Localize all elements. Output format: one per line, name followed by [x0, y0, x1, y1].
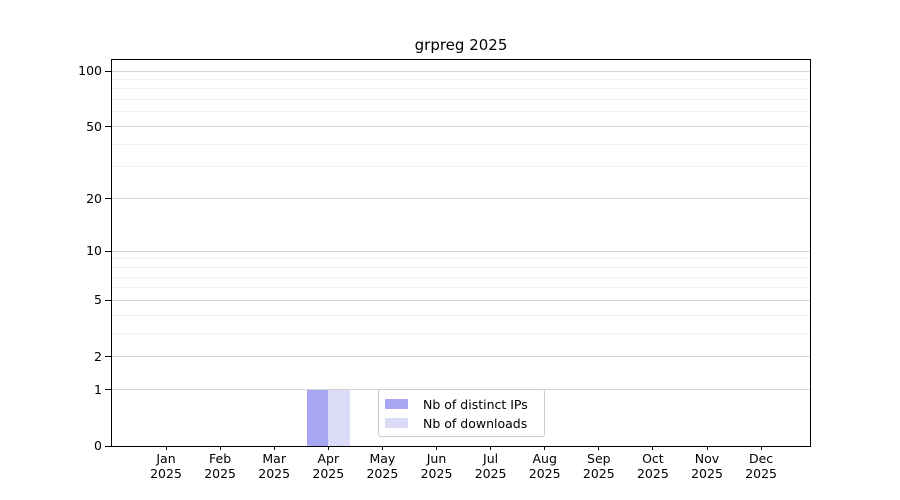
- x-tick-label-jun: Jun 2025: [405, 451, 469, 481]
- y-tick-label-1: 1: [94, 381, 102, 397]
- x-tick-label-sep: Sep 2025: [567, 451, 631, 481]
- gridline-y-70: [112, 99, 810, 101]
- y-tick-mark-2: [105, 356, 112, 358]
- x-tick-label-jan: Jan 2025: [134, 451, 198, 481]
- x-tick-month: Jun: [426, 451, 447, 466]
- x-tick-year: 2025: [582, 466, 615, 481]
- gridline-y-40: [112, 143, 810, 145]
- legend-item-distinct-ips: Nb of distinct IPs: [385, 395, 536, 413]
- x-tick-mark-aug: [544, 446, 546, 450]
- legend: Nb of distinct IPs Nb of downloads: [378, 389, 545, 437]
- x-tick-mark-may: [381, 446, 383, 450]
- x-tick-year: 2025: [474, 466, 507, 481]
- x-tick-year: 2025: [258, 466, 291, 481]
- x-tick-label-apr: Apr 2025: [296, 451, 360, 481]
- x-tick-year: 2025: [691, 466, 723, 481]
- chart-title: grpreg 2025: [414, 36, 508, 54]
- gridline-y-2: [112, 356, 810, 358]
- y-tick-label-2: 2: [94, 348, 102, 364]
- x-tick-year: 2025: [312, 466, 345, 481]
- gridline-y-90: [112, 78, 810, 80]
- gridline-y-5: [112, 299, 810, 301]
- x-tick-mark-oct: [652, 446, 654, 450]
- legend-swatch-downloads: [385, 418, 408, 428]
- x-tick-label-aug: Aug 2025: [513, 451, 577, 481]
- x-tick-year: 2025: [366, 466, 399, 481]
- legend-label-distinct-ips: Nb of distinct IPs: [423, 396, 528, 412]
- y-tick-mark-10: [105, 250, 112, 252]
- x-tick-mark-feb: [219, 446, 221, 450]
- y-tick-mark-5: [105, 299, 112, 301]
- gridline-y-100: [112, 70, 810, 72]
- x-tick-label-jul: Jul 2025: [459, 451, 523, 481]
- y-tick-label-10: 10: [86, 243, 102, 259]
- y-tick-label-20: 20: [86, 190, 102, 206]
- x-tick-month: Apr: [317, 451, 340, 466]
- x-tick-month: Jan: [156, 451, 176, 466]
- y-tick-label-50: 50: [86, 118, 102, 134]
- y-tick-mark-0: [105, 445, 112, 447]
- legend-label-downloads: Nb of downloads: [423, 415, 528, 431]
- gridline-y-80: [112, 88, 810, 90]
- x-tick-month: Aug: [532, 451, 557, 466]
- x-tick-mark-sep: [598, 446, 600, 450]
- y-tick-mark-100: [105, 70, 112, 72]
- x-tick-mark-jan: [165, 446, 167, 450]
- x-tick-label-feb: Feb 2025: [188, 451, 252, 481]
- bar-distinct-ips-apr: [306, 389, 329, 446]
- y-tick-label-0: 0: [94, 438, 102, 453]
- gridline-y-30: [112, 166, 810, 168]
- gridline-y-7: [112, 276, 810, 278]
- gridline-y-3: [112, 332, 810, 334]
- x-tick-year: 2025: [420, 466, 453, 481]
- x-tick-label-mar: Mar 2025: [242, 451, 306, 481]
- x-tick-mark-jul: [490, 446, 492, 450]
- gridline-y-60: [112, 111, 810, 113]
- y-tick-mark-50: [105, 126, 112, 128]
- x-tick-month: May: [369, 451, 396, 466]
- x-tick-month: Nov: [694, 451, 720, 466]
- gridline-y-6: [112, 287, 810, 289]
- plot-area: Nb of distinct IPs Nb of downloads: [111, 59, 811, 447]
- x-tick-month: Sep: [587, 451, 611, 466]
- gridline-y-9: [112, 258, 810, 260]
- legend-item-downloads: Nb of downloads: [385, 414, 536, 432]
- x-tick-month: Mar: [262, 451, 286, 466]
- x-tick-label-nov: Nov 2025: [675, 451, 739, 481]
- x-tick-year: 2025: [745, 466, 777, 481]
- x-tick-year: 2025: [528, 466, 561, 481]
- y-tick-label-5: 5: [94, 292, 102, 308]
- y-tick-label-100: 100: [78, 63, 102, 78]
- gridline-y-4: [112, 314, 810, 316]
- x-tick-mark-dec: [760, 446, 762, 450]
- x-tick-month: Jul: [483, 451, 499, 466]
- x-tick-month: Feb: [209, 451, 232, 466]
- gridline-y-20: [112, 198, 810, 200]
- x-tick-month: Oct: [642, 451, 664, 466]
- x-tick-label-oct: Oct 2025: [621, 451, 685, 481]
- y-tick-mark-1: [105, 389, 112, 391]
- x-tick-label-dec: Dec 2025: [729, 451, 793, 481]
- y-tick-mark-20: [105, 198, 112, 200]
- x-tick-label-may: May 2025: [350, 451, 414, 481]
- bar-downloads-apr: [328, 389, 351, 446]
- gridline-y-8: [112, 266, 810, 268]
- x-tick-month: Dec: [748, 451, 774, 466]
- x-tick-mark-nov: [706, 446, 708, 450]
- x-tick-year: 2025: [204, 466, 236, 481]
- x-tick-mark-jun: [436, 446, 437, 450]
- legend-swatch-distinct-ips: [385, 399, 408, 409]
- x-tick-mark-apr: [327, 446, 329, 450]
- gridline-y-10: [112, 250, 810, 252]
- x-tick-year: 2025: [150, 466, 182, 481]
- x-tick-mark-mar: [273, 446, 275, 450]
- x-tick-year: 2025: [636, 466, 669, 481]
- gridline-y-50: [112, 126, 810, 128]
